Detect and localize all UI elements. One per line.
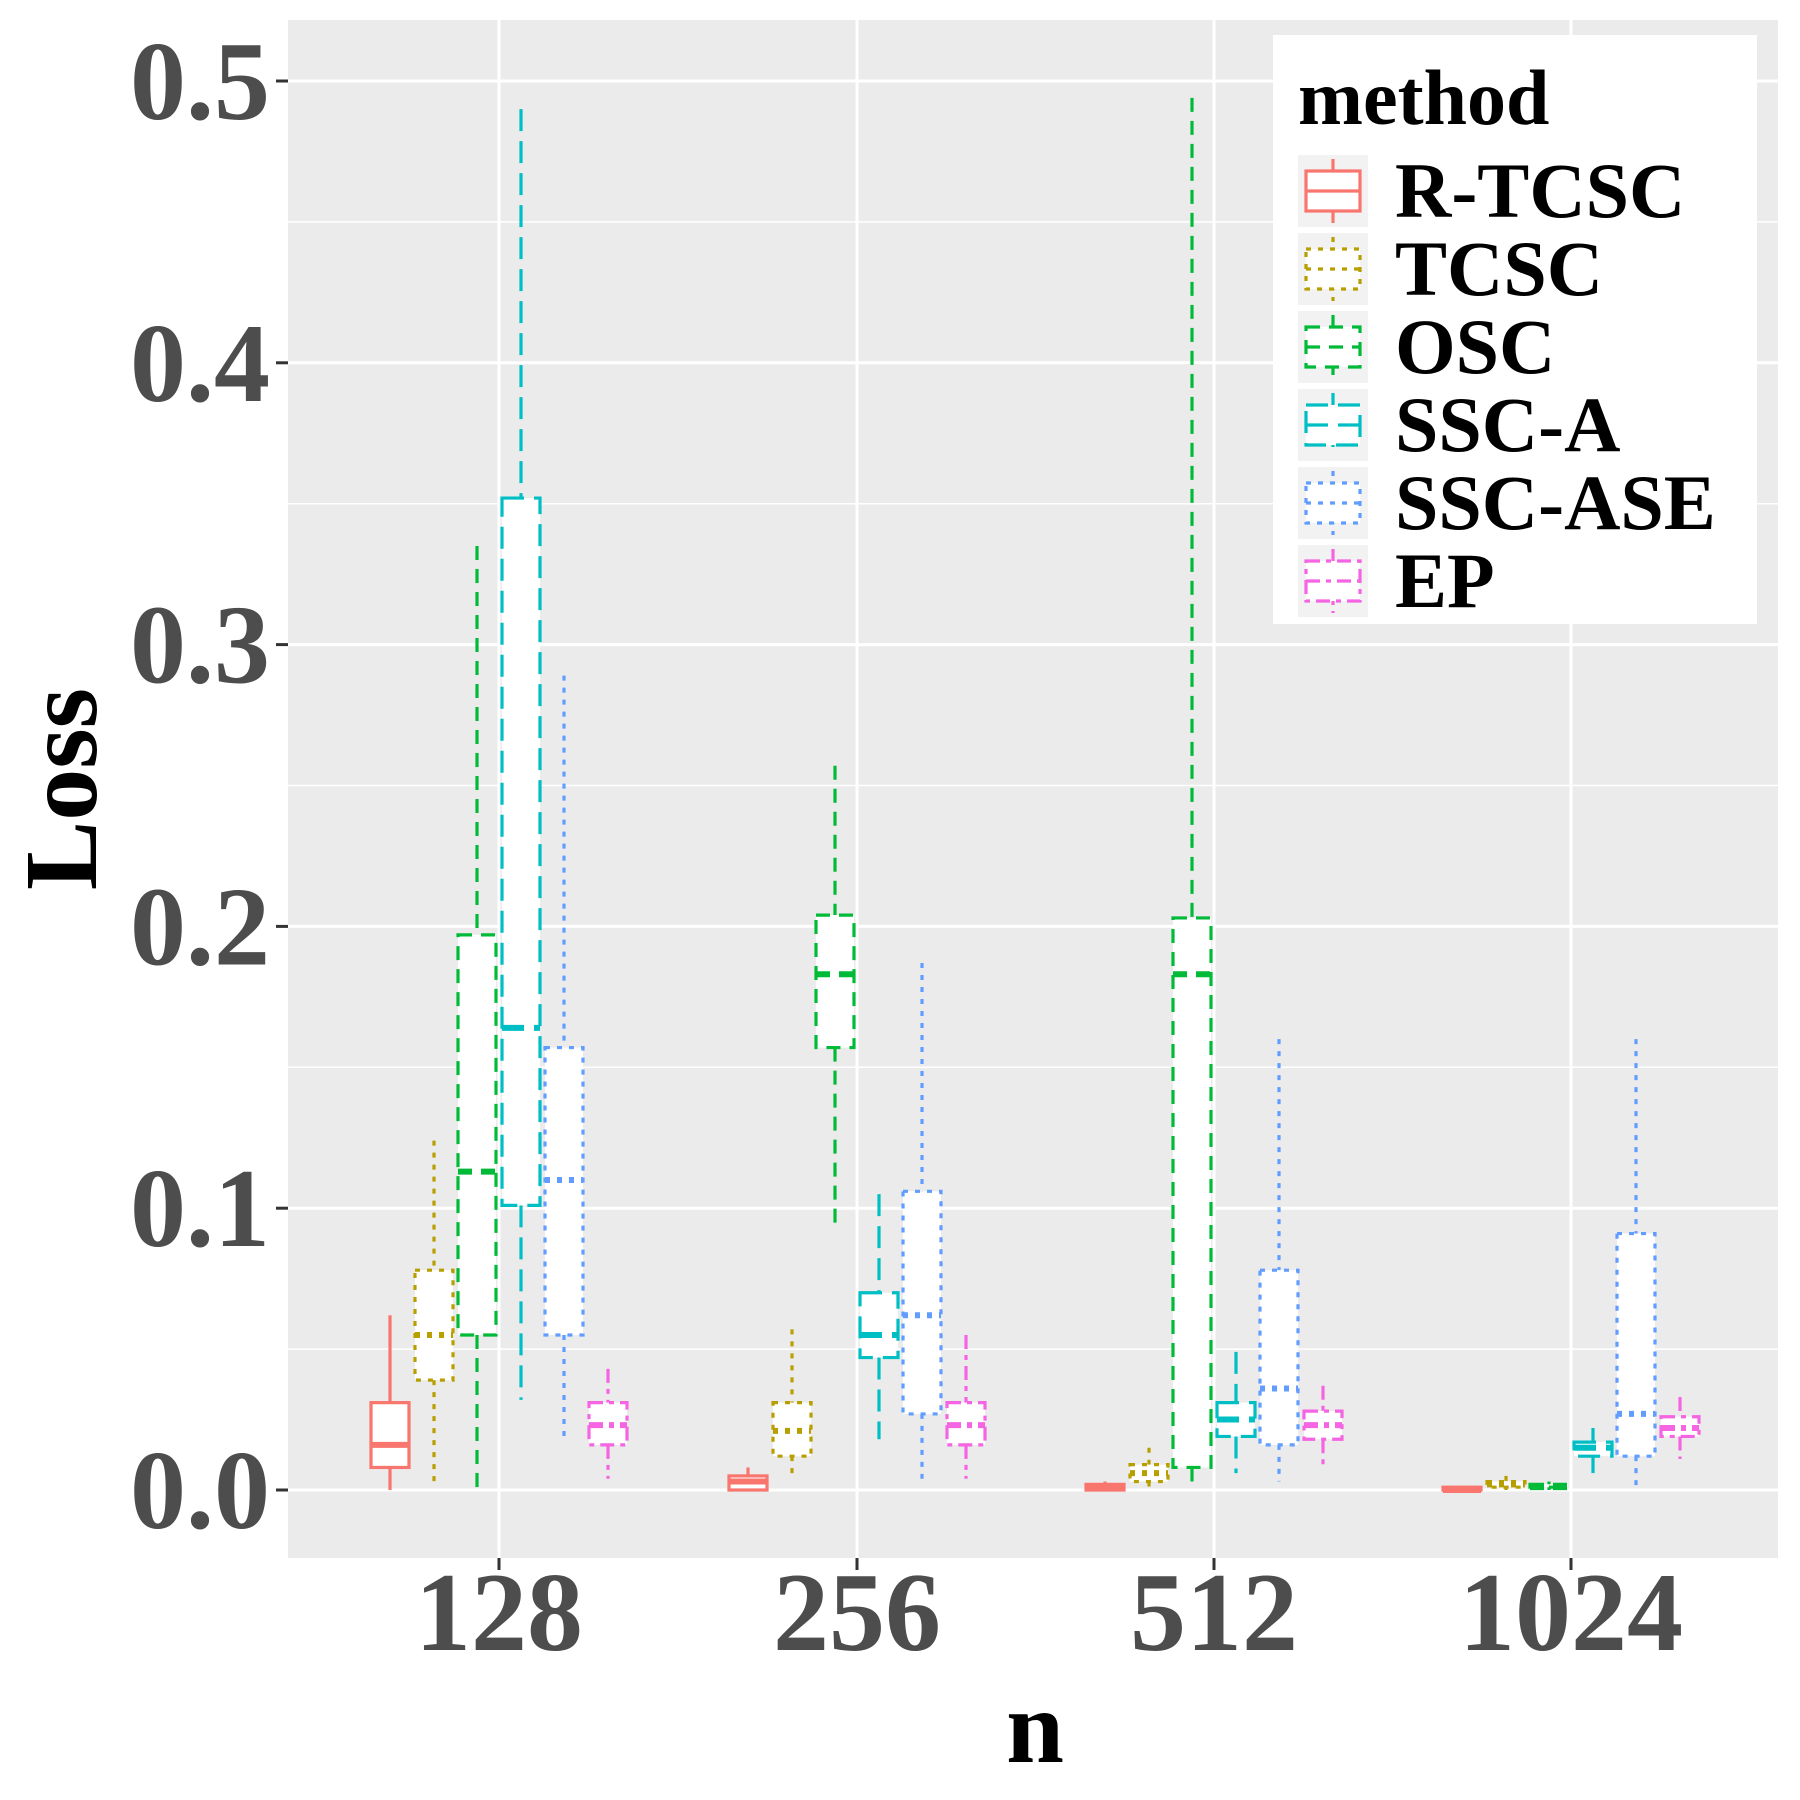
legend-title: method (1298, 54, 1549, 141)
y-tick-label: 0.2 (130, 865, 270, 989)
box-osc-1024 (1528, 1481, 1570, 1491)
box-iqr (1128, 1463, 1170, 1484)
legend-label: TCSC (1395, 225, 1603, 312)
box-iqr (1485, 1479, 1527, 1489)
box-iqr (901, 1189, 943, 1416)
box-iqr (1615, 1231, 1657, 1458)
box-iqr (456, 933, 498, 1337)
box-iqr (1171, 916, 1213, 1470)
legend-label: SSC-A (1395, 381, 1620, 468)
legend-item-ep: EP (1298, 537, 1495, 624)
box-ssc-a-512 (1215, 1351, 1257, 1474)
y-tick-label: 0.0 (130, 1429, 270, 1553)
box-ssc-ase-1024 (1615, 1039, 1657, 1490)
box-ssc-ase-256 (901, 963, 943, 1479)
legend-label: OSC (1395, 303, 1555, 390)
box-tcsc-1024 (1485, 1475, 1527, 1490)
legend-item-r-tcsc: R-TCSC (1298, 147, 1685, 234)
box-r-tcsc-1024 (1441, 1485, 1483, 1493)
box-ssc-ase-128 (543, 675, 585, 1437)
y-tick-label: 0.5 (130, 20, 270, 144)
box-iqr (413, 1268, 455, 1382)
y-tick-label: 0.4 (130, 302, 270, 426)
legend-item-ssc-ase: SSC-ASE (1298, 459, 1716, 546)
box-tcsc-512 (1128, 1447, 1170, 1488)
box-iqr (369, 1401, 411, 1470)
box-ep-1024 (1659, 1397, 1701, 1460)
legend-label: R-TCSC (1395, 147, 1685, 234)
box-tcsc-128 (413, 1140, 455, 1485)
box-iqr (1258, 1268, 1300, 1447)
box-osc-512 (1171, 97, 1213, 1482)
y-tick-label: 0.3 (130, 584, 270, 708)
box-osc-128 (456, 545, 498, 1490)
box-iqr (858, 1291, 900, 1360)
box-layer (369, 97, 1701, 1493)
box-ssc-ase-512 (1258, 1039, 1300, 1482)
box-iqr (500, 496, 542, 1207)
box-ssc-a-256 (858, 1194, 900, 1440)
axis-layer: 0.0 0.1 0.2 0.3 0.4 0.5 128 256 512 1024 (130, 20, 1683, 1675)
box-ssc-a-1024 (1572, 1428, 1614, 1474)
box-r-tcsc-128 (369, 1315, 411, 1490)
box-r-tcsc-512 (1084, 1481, 1126, 1492)
x-axis-title: n (1006, 1670, 1064, 1785)
y-axis-title: Loss (4, 688, 119, 890)
box-ep-128 (587, 1368, 629, 1479)
x-tick-label: 1024 (1459, 1551, 1683, 1675)
legend-item-ssc-a: SSC-A (1298, 381, 1620, 468)
box-r-tcsc-256 (727, 1467, 769, 1492)
box-ep-256 (945, 1335, 987, 1479)
x-tick-label: 128 (415, 1551, 583, 1675)
legend-item-tcsc: TCSC (1298, 225, 1603, 312)
box-ep-512 (1302, 1385, 1344, 1465)
x-tick-label: 256 (773, 1551, 941, 1675)
legend-label: SSC-ASE (1395, 459, 1716, 546)
box-iqr (814, 913, 856, 1050)
box-osc-256 (814, 765, 856, 1226)
x-tick-label: 512 (1130, 1551, 1298, 1675)
box-iqr (543, 1045, 585, 1337)
y-tick-label: 0.1 (130, 1147, 270, 1271)
box-tcsc-256 (771, 1329, 813, 1479)
box-iqr (771, 1401, 813, 1458)
legend-item-osc: OSC (1298, 303, 1555, 390)
box-ssc-a-128 (500, 109, 542, 1400)
legend-label: EP (1395, 537, 1495, 624)
